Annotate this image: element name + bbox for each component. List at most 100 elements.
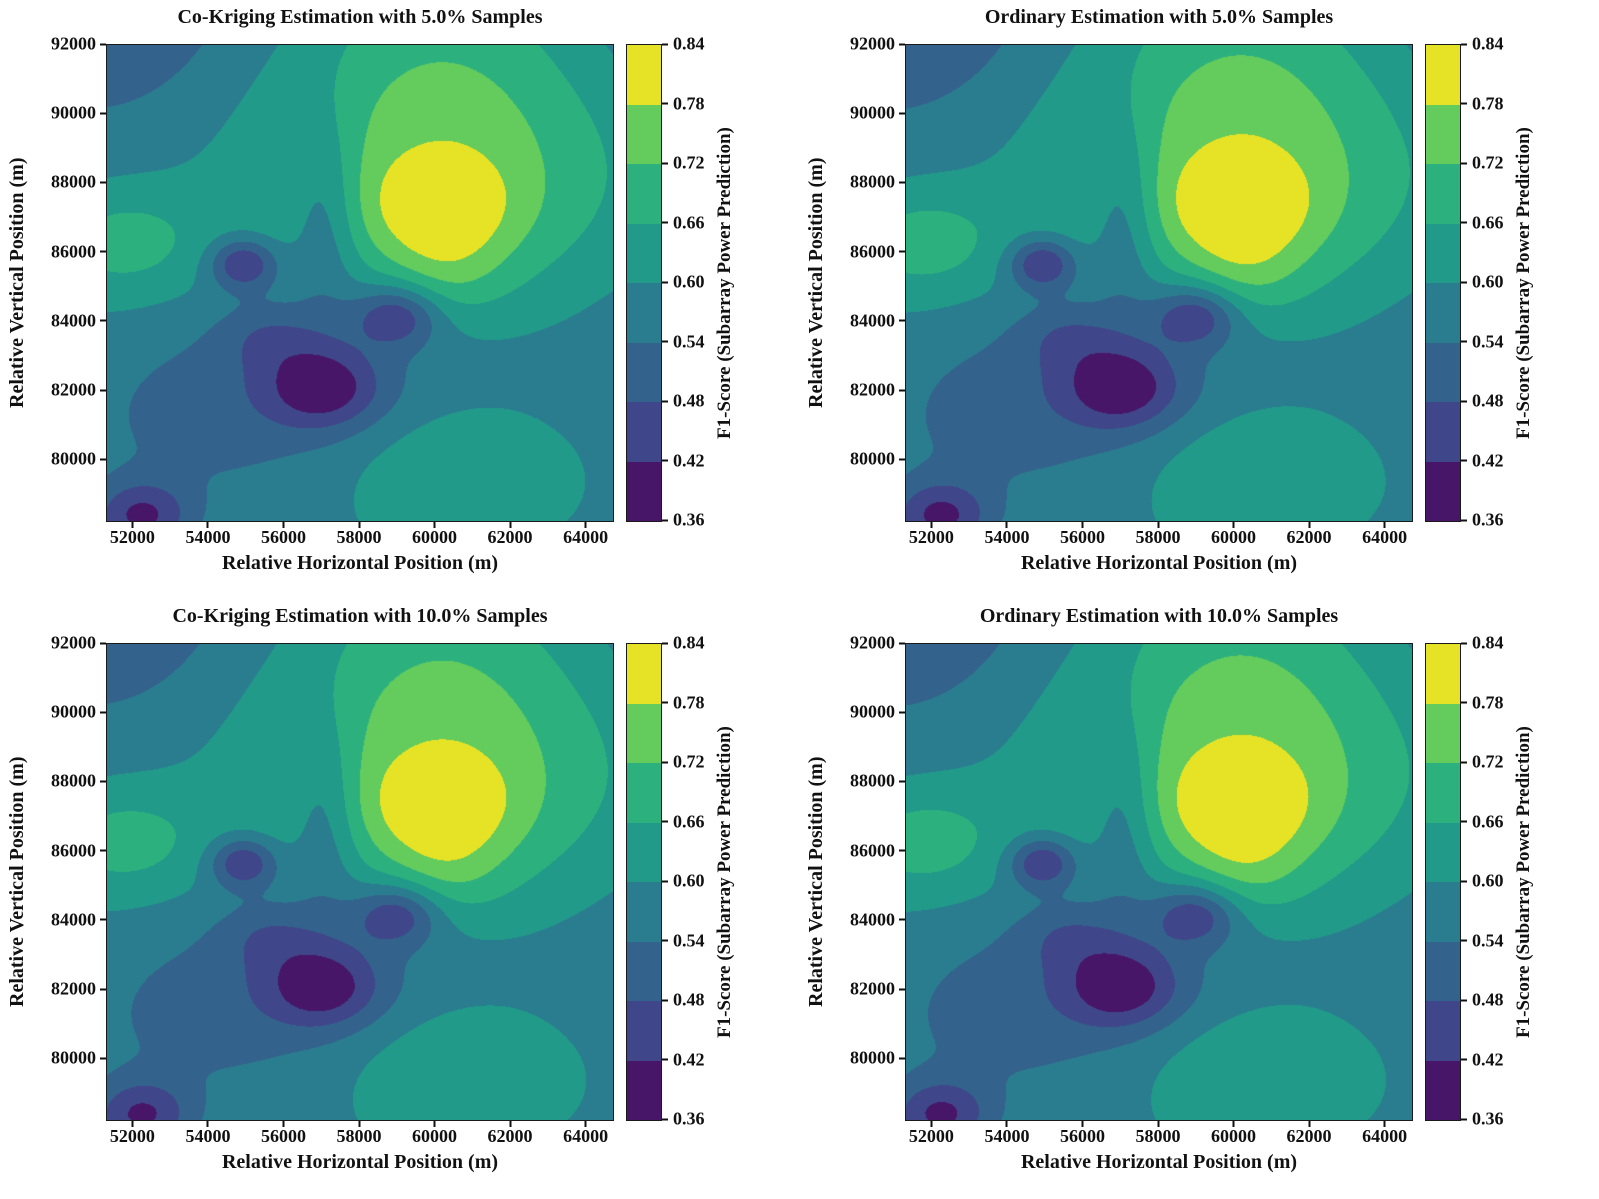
y-tick-label: 88000 (850, 171, 895, 192)
colorbar-tick-mark (662, 820, 668, 823)
colorbar-tick-mark (1461, 400, 1467, 402)
y-tick-mark (100, 389, 106, 392)
x-tick-mark (1308, 1121, 1311, 1127)
x-axis-ticks: 52000 54000 56000 58000 60000 62000 64000 (106, 1121, 614, 1151)
y-tick-mark (100, 988, 106, 991)
colorbar (1425, 643, 1461, 1121)
y-tick: 80000 (51, 1048, 106, 1069)
colorbar-tick: 0.84 (662, 633, 705, 654)
colorbar-tick: 0.72 (662, 752, 705, 773)
y-tick-mark (899, 43, 905, 45)
y-tick-label: 88000 (850, 770, 895, 791)
y-tick-mark (899, 711, 905, 714)
y-tick-label: 92000 (51, 632, 96, 653)
colorbar-tick-label: 0.42 (1472, 450, 1504, 470)
colorbar-band (627, 402, 661, 462)
y-tick-label: 88000 (51, 770, 96, 791)
y-tick: 92000 (51, 34, 106, 55)
colorbar-band (627, 1001, 661, 1061)
x-tick: 56000 (1060, 522, 1105, 548)
x-tick: 54000 (185, 522, 230, 548)
colorbar-tick-mark (662, 221, 668, 224)
colorbar-band (1426, 283, 1460, 343)
y-tick-mark (100, 642, 106, 644)
y-tick: 86000 (850, 840, 905, 861)
colorbar-tick-label: 0.36 (1472, 1108, 1504, 1129)
colorbar-tick: 0.36 (662, 1109, 705, 1130)
colorbar-tick-mark (1461, 642, 1467, 644)
x-tick: 64000 (1362, 1121, 1407, 1147)
x-tick: 62000 (1287, 1121, 1332, 1147)
y-tick: 88000 (850, 771, 905, 792)
colorbar-tick: 0.66 (1461, 212, 1504, 233)
colorbar-tick-mark (662, 102, 668, 105)
x-axis-ticks: 52000 54000 56000 58000 60000 62000 64000 (106, 522, 614, 552)
colorbar-tick-mark (1461, 221, 1467, 224)
colorbar (1425, 44, 1461, 522)
colorbar-band (1426, 763, 1460, 823)
y-tick-label: 90000 (51, 102, 96, 123)
y-tick-label: 80000 (850, 448, 895, 469)
y-tick: 88000 (51, 771, 106, 792)
colorbar-tick-mark (1461, 459, 1467, 462)
y-tick-mark (100, 43, 106, 45)
y-tick-mark (899, 988, 905, 991)
y-tick-mark (899, 1057, 905, 1060)
colorbar-tick: 0.84 (1461, 34, 1504, 55)
colorbar-tick-mark (662, 519, 668, 521)
y-tick-label: 82000 (51, 978, 96, 999)
y-axis-label: Relative Vertical Position (m) (805, 756, 827, 1008)
colorbar-tick: 0.36 (1461, 510, 1504, 531)
colorbar-tick-mark (1461, 701, 1467, 704)
colorbar-tick: 0.78 (662, 93, 705, 114)
colorbar-tick-mark (662, 340, 668, 343)
colorbar-label: F1-Score (Subarray Power Prediction) (714, 726, 735, 1038)
colorbar-band (1426, 1001, 1460, 1061)
colorbar-tick-label: 0.60 (673, 271, 705, 292)
y-axis-ticks: 80000 82000 84000 86000 88000 90000 92000 (40, 633, 106, 1121)
colorbar-ticks: 0.36 0.42 0.48 0.54 0.60 0.66 0.72 0.78 0.84 (662, 633, 714, 1129)
x-tick-mark (358, 522, 360, 528)
colorbar-tick-label: 0.48 (1472, 390, 1504, 411)
colorbar-label: F1-Score (Subarray Power Prediction) (1513, 726, 1534, 1038)
y-tick: 92000 (51, 633, 106, 654)
x-tick-label: 52000 (908, 527, 954, 547)
colorbar-tick-label: 0.48 (673, 989, 705, 1010)
colorbar-tick: 0.78 (1461, 692, 1504, 713)
colorbar-tick: 0.84 (1461, 633, 1504, 654)
y-tick-mark (100, 458, 106, 461)
colorbar-tick-mark (1461, 999, 1467, 1001)
colorbar-tick: 0.54 (1461, 331, 1504, 352)
colorbar-tick-label: 0.42 (1472, 1049, 1504, 1069)
subplot-ordinary-10pct: Ordinary Estimation with 10.0% Samples R… (799, 599, 1599, 1199)
contour-canvas (906, 45, 1412, 521)
colorbar-tick: 0.54 (662, 930, 705, 951)
x-tick: 58000 (1136, 522, 1181, 548)
colorbar-band (627, 104, 661, 164)
x-tick-label: 58000 (1135, 527, 1181, 547)
colorbar-tick-label: 0.54 (1472, 930, 1504, 950)
y-tick-label: 90000 (51, 701, 96, 722)
y-tick-label: 80000 (51, 448, 96, 469)
x-tick-mark (358, 1121, 360, 1127)
colorbar-tick-label: 0.78 (1472, 692, 1504, 712)
x-tick-label: 56000 (260, 1126, 306, 1146)
colorbar-tick: 0.54 (662, 331, 705, 352)
colorbar-band (627, 342, 661, 402)
y-tick-label: 84000 (51, 909, 96, 930)
y-tick: 86000 (51, 840, 106, 861)
x-tick-label: 52000 (908, 1126, 954, 1146)
colorbar-band (1426, 402, 1460, 462)
x-tick: 60000 (1211, 1121, 1256, 1147)
x-tick-label: 58000 (336, 1126, 382, 1146)
colorbar-band (627, 703, 661, 763)
colorbar-band (627, 763, 661, 823)
x-tick: 64000 (563, 1121, 608, 1147)
y-tick: 84000 (51, 909, 106, 930)
x-tick-mark (282, 1121, 285, 1127)
x-axis-label: Relative Horizontal Position (m) (1020, 1151, 1298, 1173)
y-tick: 82000 (51, 380, 106, 401)
y-tick: 84000 (51, 310, 106, 331)
colorbar-tick-label: 0.36 (673, 509, 705, 530)
